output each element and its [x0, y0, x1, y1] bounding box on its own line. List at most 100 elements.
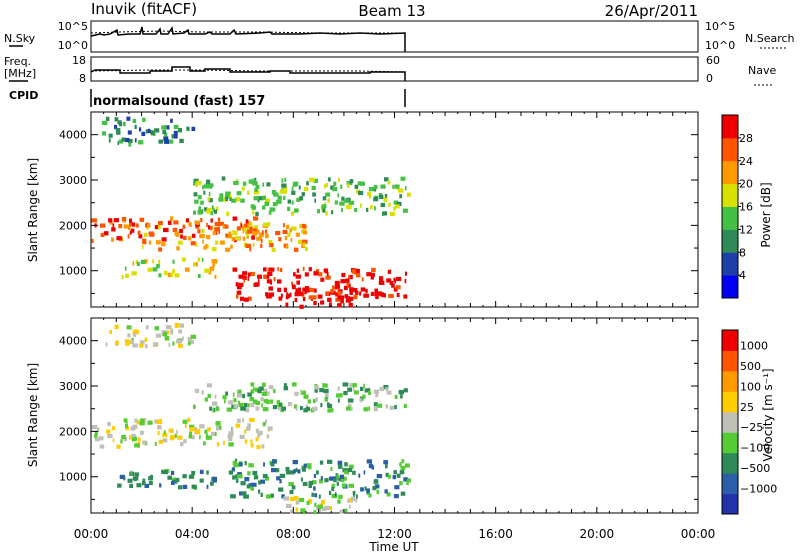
heatmap-cell-1-102: [131, 437, 136, 442]
heatmap-cell-0-296: [297, 291, 304, 296]
heatmap-cell-1-543: [400, 394, 403, 399]
heatmap-cell-0-583: [306, 181, 309, 186]
heatmap-cell-0-47: [218, 221, 224, 226]
heatmap-cell-1-234: [329, 490, 332, 496]
heatmap-cell-1-100: [192, 435, 195, 440]
heatmap-cell-0-33: [217, 217, 221, 222]
heatmap-cell-1-113: [168, 428, 173, 433]
heatmap-cell-1-431: [347, 403, 352, 408]
heatmap-cell-1-63: [107, 421, 111, 427]
heatmap-cell-1-545: [255, 400, 261, 406]
heatmap-cell-1-42: [250, 443, 254, 448]
heatmap-cell-0-166: [261, 238, 263, 243]
heatmap-cell-0-501: [209, 183, 214, 188]
heatmap-cell-1-182: [333, 478, 337, 483]
heatmap-cell-1-312: [119, 474, 125, 479]
heatmap-cell-0-119: [271, 247, 276, 252]
heatmap-cell-0-3: [99, 223, 106, 228]
heatmap-cell-0-122: [260, 243, 263, 248]
heatmap-cell-0-0: [138, 234, 143, 239]
heatmap-cell-0-337: [340, 299, 344, 304]
heatmap-cell-0-619: [325, 183, 328, 188]
heatmap-cell-0-547: [314, 198, 316, 203]
heatmap-cell-1-170: [368, 493, 372, 498]
heatmap-cell-0-373: [213, 259, 218, 264]
heatmap-cell-0-316: [320, 300, 325, 305]
heatmap-cell-0-62: [248, 226, 253, 231]
heatmap-cell-0-103: [297, 239, 303, 244]
heatmap-cell-1-56: [257, 430, 263, 436]
colorbar-tick-label: 4: [739, 269, 746, 282]
heatmap-cell-0-189: [404, 279, 407, 284]
power-colorbar-label: Power [dB]: [759, 182, 773, 247]
y-tick-label: 1000: [59, 265, 87, 278]
colorbar-tick-label: −25: [740, 421, 763, 434]
heatmap-cell-1-116: [195, 430, 201, 435]
heatmap-cell-0-524: [384, 194, 388, 199]
heatmap-cell-1-500: [403, 388, 408, 393]
heatmap-cell-1-486: [244, 403, 247, 408]
heatmap-cell-0-77: [123, 224, 126, 229]
heatmap-cell-0-552: [277, 195, 282, 200]
heatmap-cell-0-164: [232, 231, 236, 236]
colorbar-segment: [722, 473, 738, 495]
heatmap-cell-0-221: [343, 285, 348, 290]
heatmap-cell-0-342: [344, 294, 349, 299]
nsearch-label: N.Search: [745, 32, 795, 45]
heatmap-cell-0-388: [139, 127, 142, 132]
heatmap-cell-1-481: [373, 402, 378, 407]
heatmap-cell-1-47: [125, 423, 128, 428]
heatmap-cell-0-191: [279, 267, 283, 273]
noise-tick-high-right: 10^5: [705, 20, 735, 33]
heatmap-cell-0-230: [374, 292, 378, 297]
heatmap-cell-0-298: [313, 271, 319, 276]
heatmap-cell-1-241: [387, 474, 391, 479]
heatmap-cell-1-112: [157, 425, 162, 430]
heatmap-cell-0-227: [335, 297, 341, 302]
heatmap-cell-1-202: [406, 478, 411, 483]
heatmap-cell-0-288: [294, 297, 298, 303]
power-heatmap: [91, 116, 411, 309]
heatmap-cell-0-362: [212, 262, 216, 267]
heatmap-cell-0-478: [393, 200, 399, 205]
heatmap-cell-1-370: [129, 325, 133, 330]
heatmap-cell-0-415: [164, 132, 168, 137]
power-colorbar: 4 8 12 16 20 24 28: [721, 114, 753, 299]
heatmap-cell-1-307: [142, 481, 146, 486]
heatmap-cell-1-391: [190, 334, 196, 339]
heatmap-cell-0-460: [208, 191, 211, 197]
heatmap-cell-0-496: [337, 193, 340, 198]
heatmap-cell-0-8: [100, 232, 105, 237]
heatmap-cell-1-540: [394, 394, 398, 400]
heatmap-cell-1-528: [337, 398, 340, 403]
heatmap-cell-1-440: [250, 389, 255, 394]
heatmap-cell-1-421: [293, 404, 298, 409]
heatmap-cell-1-133: [244, 477, 250, 482]
heatmap-cell-1-468: [242, 393, 246, 399]
heatmap-cell-0-177: [261, 230, 264, 235]
heatmap-cell-1-137: [374, 484, 380, 489]
colorbar-tick-label: 100: [740, 380, 761, 393]
heatmap-cell-0-13: [195, 224, 200, 229]
heatmap-cell-1-315: [127, 478, 133, 483]
heatmap-cell-1-111: [177, 435, 183, 440]
heatmap-cell-0-410: [142, 117, 146, 122]
heatmap-cell-0-22: [91, 218, 97, 223]
heatmap-cell-0-82: [190, 241, 196, 246]
heatmap-cell-1-151: [266, 494, 271, 499]
heatmap-cell-0-611: [272, 192, 279, 197]
heatmap-cell-1-248: [281, 494, 285, 499]
heatmap-cell-0-315: [280, 293, 283, 298]
heatmap-cell-0-570: [208, 196, 211, 201]
heatmap-cell-0-456: [360, 203, 363, 208]
heatmap-cell-0-380: [136, 261, 140, 266]
heatmap-cell-0-112: [244, 223, 248, 228]
heatmap-cell-0-272: [363, 293, 369, 298]
heatmap-cell-0-293: [379, 279, 384, 284]
heatmap-cell-1-25: [116, 444, 121, 449]
heatmap-cell-1-141: [239, 491, 243, 496]
heatmap-cell-1-155: [270, 462, 275, 467]
heatmap-cell-0-515: [294, 208, 299, 213]
heatmap-cell-1-302: [130, 470, 133, 475]
nave-label: Nave: [748, 64, 776, 77]
